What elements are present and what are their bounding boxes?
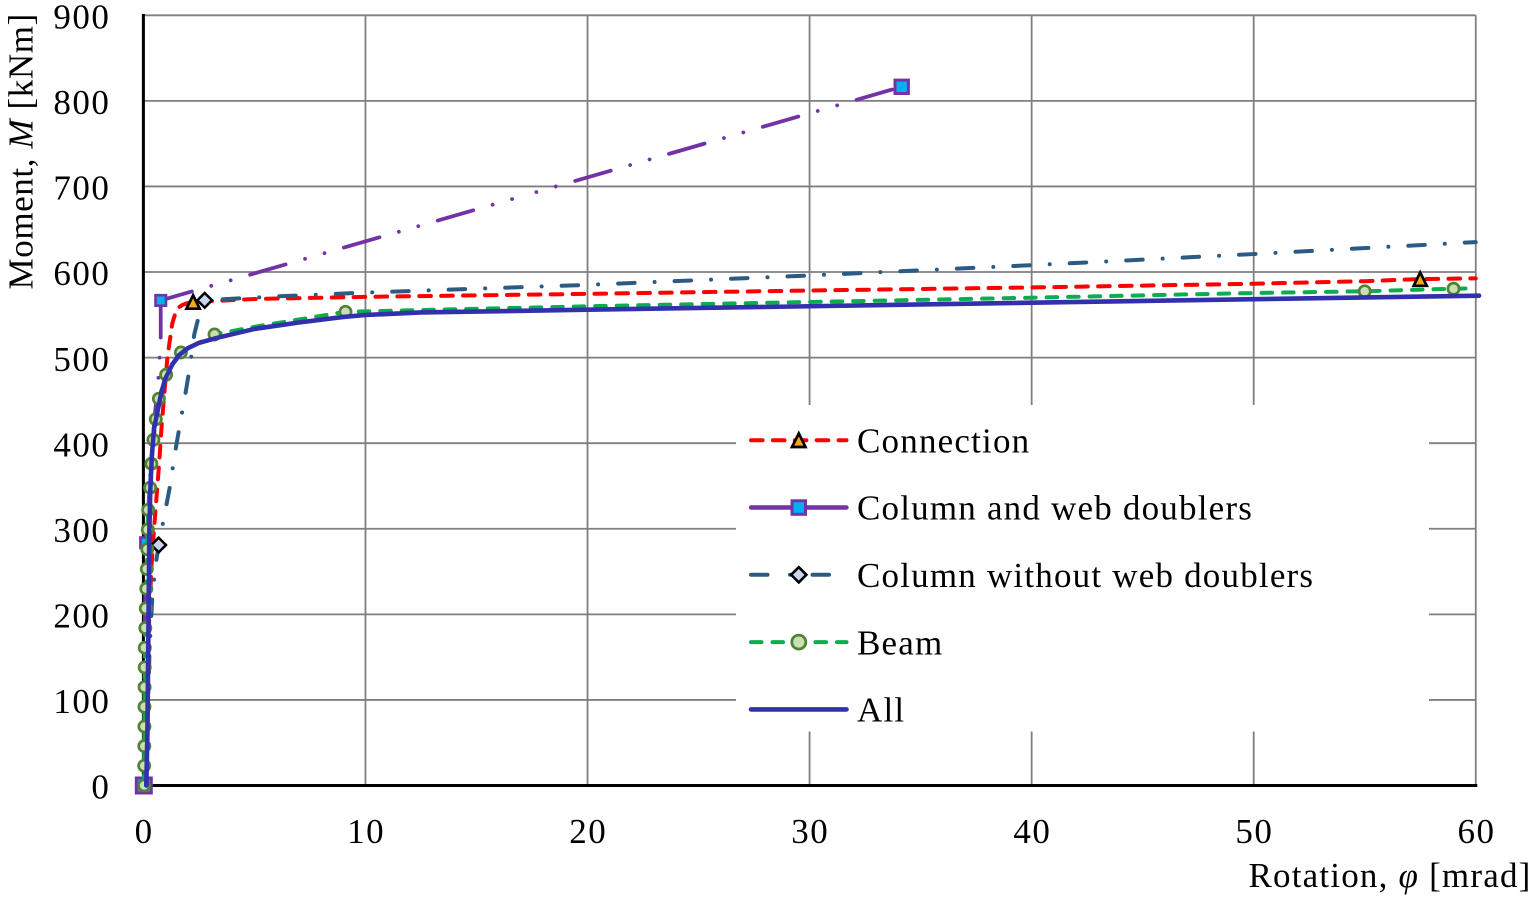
- svg-text:20: 20: [569, 812, 607, 851]
- svg-text:10: 10: [347, 812, 385, 851]
- svg-text:500: 500: [53, 340, 110, 379]
- svg-text:50: 50: [1235, 812, 1273, 851]
- svg-text:Connection: Connection: [857, 421, 1030, 460]
- svg-text:0: 0: [135, 812, 154, 851]
- svg-text:300: 300: [53, 511, 110, 550]
- svg-text:200: 200: [53, 597, 110, 636]
- svg-text:400: 400: [53, 425, 110, 464]
- svg-text:700: 700: [53, 169, 110, 208]
- svg-text:Rotation, φ [mrad]: Rotation, φ [mrad]: [1248, 856, 1531, 895]
- svg-text:900: 900: [53, 0, 110, 37]
- svg-text:40: 40: [1013, 812, 1051, 851]
- svg-text:0: 0: [91, 768, 110, 807]
- svg-text:100: 100: [53, 682, 110, 721]
- svg-text:Column without web doublers: Column without web doublers: [857, 556, 1314, 595]
- svg-text:Column and web doublers: Column and web doublers: [857, 489, 1253, 528]
- svg-text:30: 30: [791, 812, 829, 851]
- svg-text:60: 60: [1457, 812, 1495, 851]
- svg-text:Moment, M [kNm]: Moment, M [kNm]: [2, 13, 41, 289]
- svg-text:600: 600: [53, 254, 110, 293]
- svg-text:800: 800: [53, 83, 110, 122]
- svg-text:All: All: [857, 691, 905, 730]
- svg-text:Beam: Beam: [857, 623, 943, 662]
